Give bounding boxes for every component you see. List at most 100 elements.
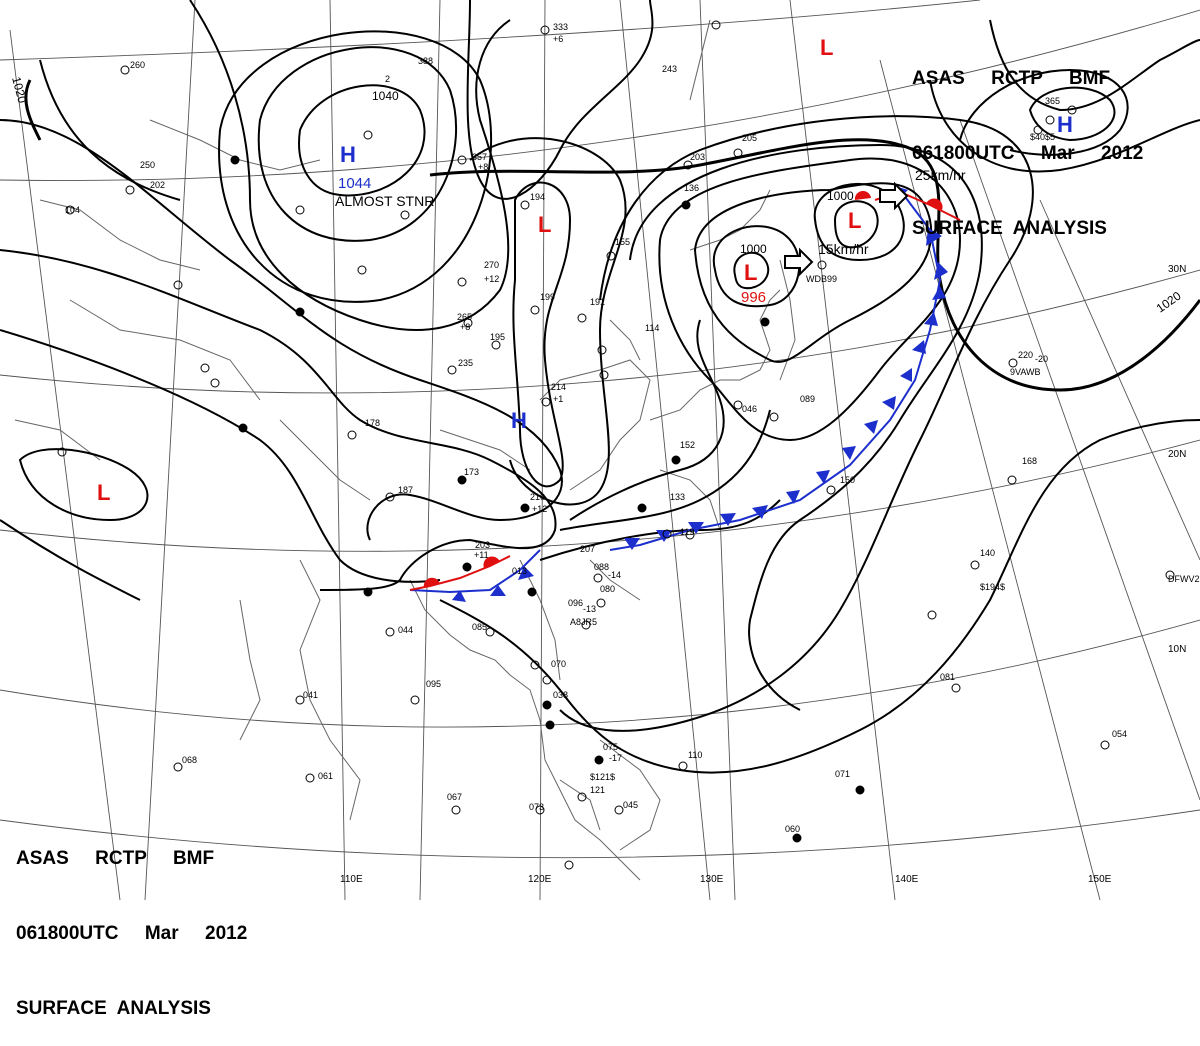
station-value: 060 — [785, 824, 800, 834]
coastlines — [14, 19, 796, 881]
station-value: 085 — [472, 622, 487, 632]
station-value: 173 — [464, 467, 479, 477]
station-value: -20 — [1035, 354, 1048, 364]
station-value: 110 — [688, 750, 702, 760]
high-center-note: ALMOST STNR — [335, 193, 434, 209]
low-center-label: L — [97, 480, 110, 505]
station-value: 081 — [940, 672, 955, 682]
station-value: 119 — [680, 527, 694, 537]
station-value: 203 — [690, 152, 705, 162]
high-center-label: H — [340, 142, 356, 167]
station-value: 388 — [418, 56, 433, 66]
low-center-value: 996 — [741, 289, 766, 306]
station-value: 210 — [530, 492, 545, 502]
station-value: 265 — [457, 312, 472, 322]
latitude-labels: 30N 20N 10N — [1168, 264, 1186, 655]
header-product-line: ASAS RCTP BMF — [912, 68, 1111, 89]
station-value: +11 — [474, 550, 489, 560]
station-value: 071 — [835, 769, 850, 779]
station-value: WDB99 — [806, 274, 837, 284]
station-value: $121$ — [590, 772, 615, 782]
station-value: 073 — [529, 802, 544, 812]
movement-arrows — [784, 181, 909, 277]
weather-map: 333+63882250202104260357+819420320513624… — [0, 0, 1200, 900]
station-value: 195 — [490, 332, 505, 342]
longitude-labels: 110E 120E 130E 140E 150E — [340, 874, 1112, 885]
station-value: 150 — [840, 475, 855, 485]
station-value: 243 — [662, 64, 677, 74]
low-movement-note: 25km/hr — [915, 167, 966, 183]
lat-label-20n: 20N — [1168, 449, 1186, 460]
station-value: 155 — [615, 237, 630, 247]
station-value: 333 — [553, 22, 568, 32]
station-value: 152 — [680, 440, 695, 450]
header-time-line: 061800UTC Mar 2012 — [912, 143, 1144, 164]
station-value: -13 — [583, 604, 596, 614]
station-value: 080 — [600, 584, 615, 594]
pressure-centers: H 1044 ALMOST STNR H H L 996 15km/hr L 2… — [97, 35, 1073, 505]
high-center-label: H — [1057, 112, 1073, 137]
station-value: 357 — [472, 152, 487, 162]
low-movement-note: 15km/hr — [818, 241, 869, 257]
station-value: 2 — [385, 74, 390, 84]
station-value: 041 — [303, 690, 318, 700]
station-markers — [57, 20, 1175, 870]
low-center-label: L — [744, 260, 757, 285]
station-value: DFWV2 — [1168, 574, 1200, 584]
station-value: 260 — [130, 60, 145, 70]
header-bottom-left: ASAS RCTP BMF 061800UTC Mar 2012 SURFACE… — [16, 796, 247, 1046]
station-value: $40$5 — [1030, 132, 1055, 142]
station-value: +12 — [484, 274, 499, 284]
station-value: $194$ — [980, 582, 1005, 592]
station-value: 070 — [551, 659, 566, 669]
lon-label-130e: 130E — [700, 874, 724, 885]
station-value: 136 — [684, 183, 699, 193]
isobar-label: 1040 — [372, 89, 399, 103]
station-value: 207 — [580, 544, 595, 554]
station-value: 133 — [670, 492, 685, 502]
lon-label-110e: 110E — [340, 874, 363, 885]
low-center-label: L — [820, 35, 833, 60]
isobar-labels: 1020 1040 1000 1000 1020 — [9, 75, 1184, 315]
lat-label-10n: 10N — [1168, 644, 1186, 655]
lat-label-30n: 30N — [1168, 264, 1186, 275]
station-value: 178 — [365, 418, 380, 428]
station-value: 168 — [1022, 456, 1037, 466]
station-value: 235 — [458, 358, 473, 368]
cold-front — [409, 186, 948, 602]
station-value: -17 — [609, 753, 622, 763]
station-value: 045 — [623, 800, 638, 810]
high-center-value: 1044 — [338, 175, 371, 192]
station-value: 046 — [742, 404, 757, 414]
station-value: 067 — [447, 792, 462, 802]
station-value: 199 — [540, 292, 555, 302]
station-value: 205 — [742, 133, 757, 143]
station-value: A8JR5 — [570, 617, 597, 627]
station-value: 054 — [1112, 729, 1127, 739]
station-value: 121 — [590, 785, 605, 795]
station-value: +1 — [553, 394, 563, 404]
header-top-right: ASAS RCTP BMF 061800UTC Mar 2012 SURFACE… — [912, 16, 1143, 266]
station-value: 075 — [603, 742, 618, 752]
lon-label-120e: 120E — [528, 874, 552, 885]
lon-label-140e: 140E — [895, 874, 919, 885]
isobars — [0, 0, 1200, 774]
station-value: 9VAWB — [1010, 367, 1041, 377]
station-value: 214 — [551, 382, 566, 392]
station-value: 089 — [800, 394, 815, 404]
station-value: 140 — [980, 548, 995, 558]
isobar-label: 1000 — [827, 189, 854, 203]
station-value: 191 — [590, 297, 605, 307]
station-value: 061 — [318, 771, 333, 781]
station-value: 202 — [150, 180, 165, 190]
station-value: 203 — [475, 540, 490, 550]
station-value: 068 — [182, 755, 197, 765]
station-value: 187 — [398, 485, 413, 495]
lon-label-150e: 150E — [1088, 874, 1112, 885]
station-value: 095 — [426, 679, 441, 689]
station-value: 270 — [484, 260, 499, 270]
header-title-line: SURFACE ANALYSIS — [912, 218, 1107, 239]
station-value: 220 — [1018, 350, 1033, 360]
station-value: 194 — [530, 192, 545, 202]
station-value: 013 — [512, 566, 527, 576]
